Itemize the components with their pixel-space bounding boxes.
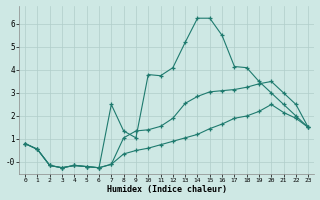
X-axis label: Humidex (Indice chaleur): Humidex (Indice chaleur) (107, 185, 227, 194)
